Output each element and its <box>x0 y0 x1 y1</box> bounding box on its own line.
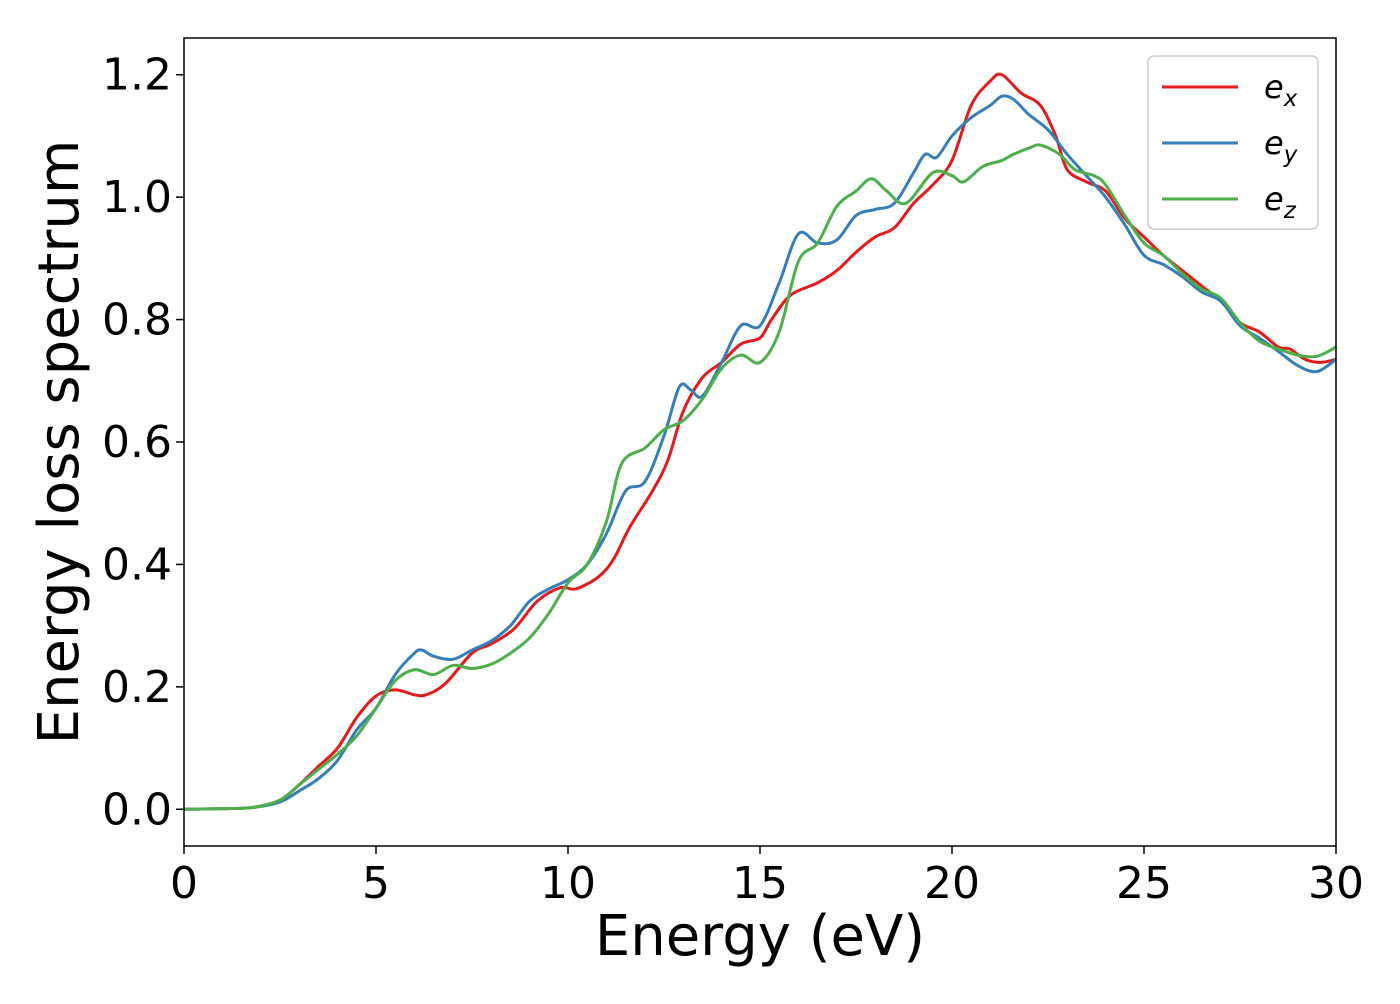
y-tick-label: 0.4 <box>102 539 172 590</box>
legend-label-subscript: x <box>1283 86 1298 112</box>
legend-label-base: e <box>1264 124 1284 162</box>
y-tick-label: 1.2 <box>102 50 172 101</box>
legend-label-subscript: y <box>1283 142 1298 168</box>
y-axis-ticks: 0.0 0.2 0.4 0.6 0.8 1.0 1.2 <box>102 50 184 835</box>
x-tick-label: 5 <box>362 858 390 909</box>
y-tick-label: 1.0 <box>102 172 172 223</box>
legend-label-base: e <box>1264 68 1284 106</box>
legend-label-subscript: z <box>1283 198 1297 224</box>
y-tick-label: 0.2 <box>102 662 172 713</box>
y-tick-label: 0.0 <box>102 784 172 835</box>
x-tick-label: 10 <box>540 858 596 909</box>
series-line-z <box>184 143 1336 811</box>
x-tick-label: 0 <box>170 858 198 909</box>
legend-label-y: ey <box>1264 124 1298 168</box>
legend-label-base: e <box>1264 180 1284 218</box>
x-tick-label: 25 <box>1116 858 1172 909</box>
series-group <box>184 72 1336 811</box>
y-axis-title: Energy loss spectrum <box>27 140 92 745</box>
legend-label-x: ex <box>1264 68 1298 112</box>
y-tick-label: 0.6 <box>102 417 172 468</box>
x-axis-ticks: 0 5 10 15 20 25 30 <box>170 846 1364 909</box>
legend-label-z: ez <box>1264 180 1297 224</box>
y-tick-label: 0.8 <box>102 295 172 346</box>
series-line-y <box>184 94 1336 811</box>
x-tick-label: 30 <box>1308 858 1364 909</box>
x-tick-label: 15 <box>732 858 788 909</box>
x-tick-label: 20 <box>924 858 980 909</box>
x-axis-title: Energy (eV) <box>595 904 925 969</box>
